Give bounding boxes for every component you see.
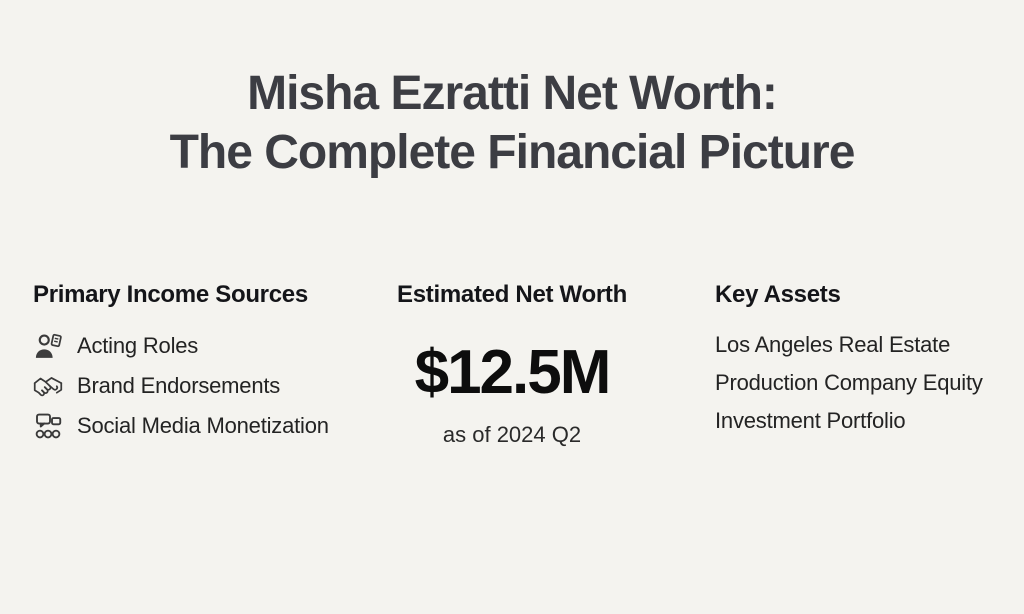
key-assets-section: Key Assets Los Angeles Real Estate Produ… xyxy=(715,280,1005,440)
asset-item: Investment Portfolio xyxy=(715,408,906,433)
net-worth-section: Estimated Net Worth $12.5M as of 2024 Q2 xyxy=(358,280,666,448)
net-worth-as-of: as of 2024 Q2 xyxy=(442,422,582,447)
income-sources-section: Primary Income Sources Acting Roles xyxy=(33,280,353,446)
income-item-label: Acting Roles xyxy=(77,333,199,358)
net-worth-heading: Estimated Net Worth xyxy=(397,281,627,308)
page-title: Misha Ezratti Net Worth: The Complete Fi… xyxy=(0,64,1024,182)
income-item-label: Social Media Monetization xyxy=(77,413,329,438)
page-title-line1: Misha Ezratti Net Worth: xyxy=(247,67,778,120)
list-item-social-media-monetization: Social Media Monetization xyxy=(33,406,353,446)
key-assets-heading: Key Assets xyxy=(715,281,841,308)
list-item-acting-roles: Acting Roles xyxy=(33,326,353,366)
net-worth-amount: $12.5M xyxy=(414,338,612,407)
asset-item: Los Angeles Real Estate xyxy=(715,332,951,357)
income-item-label: Brand Endorsements xyxy=(77,373,281,398)
key-assets-list: Los Angeles Real Estate Production Compa… xyxy=(715,326,1005,440)
list-item-brand-endorsements: Brand Endorsements xyxy=(33,366,353,406)
income-sources-list: Acting Roles Brand Endorsements xyxy=(33,326,353,446)
income-sources-heading: Primary Income Sources xyxy=(33,281,308,308)
page-title-line2: The Complete Financial Picture xyxy=(169,126,856,179)
asset-item: Production Company Equity xyxy=(715,370,983,395)
handshake-icon xyxy=(33,371,63,401)
social-monetization-icon xyxy=(33,411,63,441)
actor-icon xyxy=(33,331,63,361)
